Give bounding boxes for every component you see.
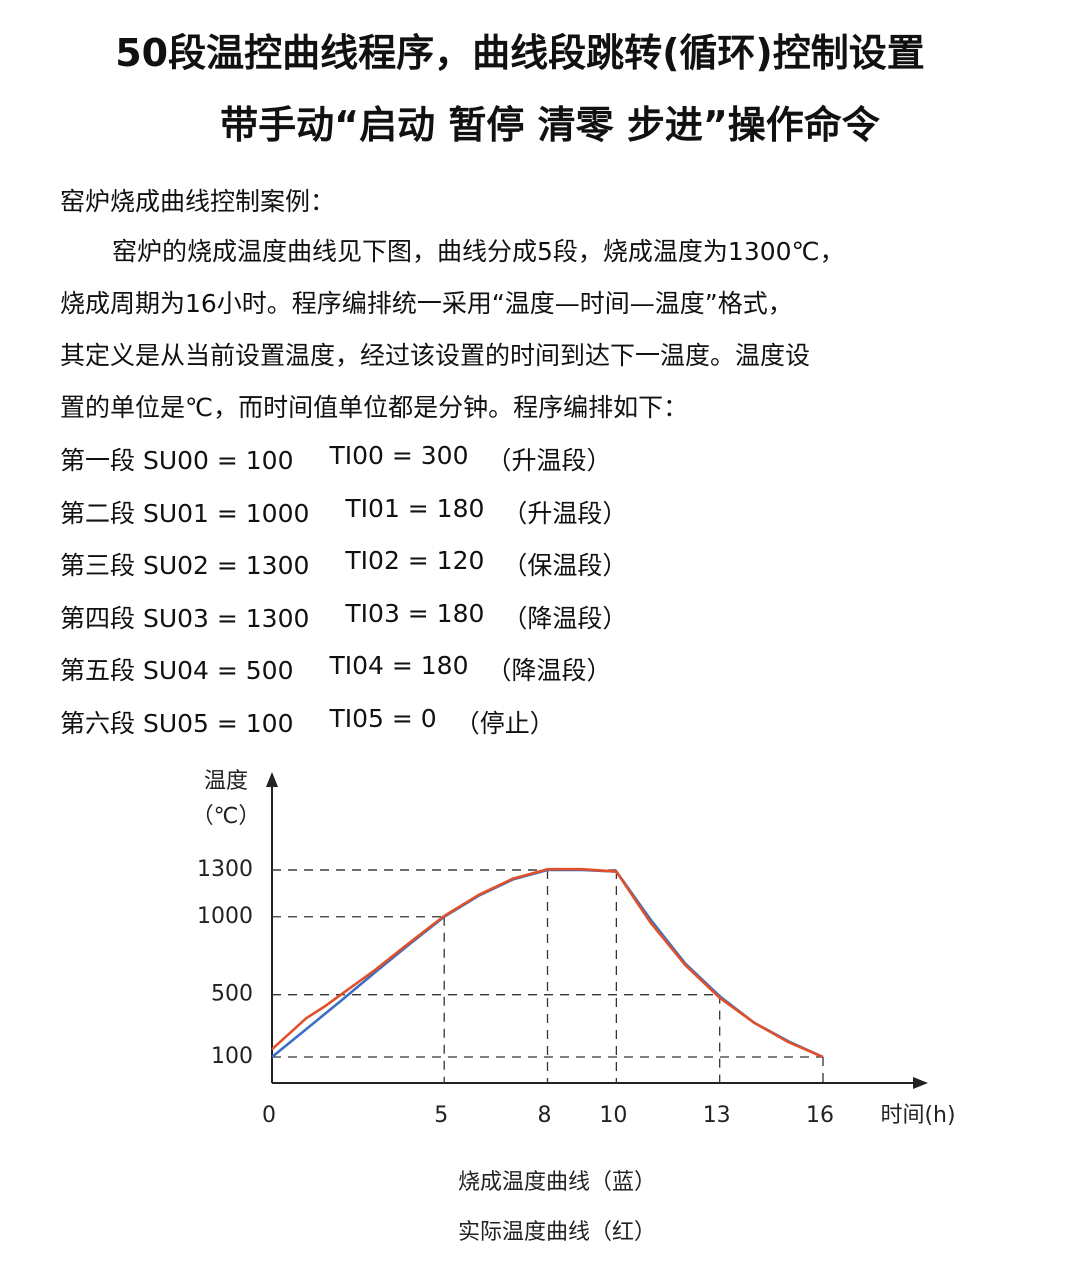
- program-cell: （停止）: [454, 708, 555, 738]
- program-cell: TI00 = 300: [329, 441, 469, 470]
- program-cell: 第一段 SU00 = 100: [60, 446, 294, 475]
- axis-title: 时间(h): [880, 1103, 955, 1128]
- x-tick-label: 0: [262, 1103, 276, 1128]
- program-cell: 第四段 SU03 = 1300: [60, 603, 310, 633]
- program-row: 第六段 SU05 = 100 TI05 = 0 （停止）: [60, 704, 555, 740]
- program-cell: 第五段 SU04 = 500: [60, 656, 294, 685]
- series-line: [271, 867, 824, 1059]
- program-cell: （升温段）: [486, 446, 612, 475]
- series-line: [271, 868, 824, 1059]
- y-tick-label: 500: [211, 982, 253, 1007]
- program-cell: TI03 = 180: [345, 598, 485, 628]
- program-cell: 第二段 SU01 = 1000: [60, 498, 310, 528]
- arrow: [913, 1077, 928, 1089]
- title: 带手动“启动 暂停 清零 步进”操作命令: [220, 103, 880, 147]
- chart: 温度 （℃） 时间(h) 100 500 1000 1300 0 5 8 10 13 16 烧成温度曲线（…: [192, 769, 956, 1245]
- title: 50段温控曲线程序，曲线段跳转(循环)控制设置: [115, 31, 925, 75]
- program-cell: 第六段 SU05 = 100: [60, 708, 294, 738]
- axis-title: （℃）: [192, 804, 261, 829]
- program-cell: TI04 = 180: [329, 651, 469, 680]
- program-cell: 第三段 SU02 = 1300: [60, 551, 310, 580]
- arrow: [266, 772, 278, 787]
- y-tick-label: 1300: [197, 857, 253, 882]
- program-row: 第一段 SU00 = 100 TI00 = 300 （升温段）: [60, 441, 612, 477]
- program-cell: （降温段）: [486, 656, 612, 685]
- x-tick-label: 10: [599, 1103, 627, 1128]
- program-row: 第三段 SU02 = 1300 TI02 = 120 （保温段）: [60, 546, 627, 582]
- program-row: 第五段 SU04 = 500 TI04 = 180 （降温段）: [60, 651, 612, 687]
- program-cell: TI05 = 0: [329, 703, 437, 733]
- x-tick-label: 13: [703, 1103, 731, 1128]
- program-cell: （降温段）: [502, 603, 628, 633]
- program-cell: （保温段）: [502, 551, 628, 580]
- axis-title: 温度: [204, 769, 248, 794]
- y-tick-label: 1000: [197, 904, 253, 929]
- program-row: 第二段 SU01 = 1000 TI01 = 180 （升温段）: [60, 494, 627, 530]
- program-cell: （升温段）: [502, 498, 628, 528]
- program-cell: TI02 = 120: [345, 546, 485, 575]
- text-line: 其定义是从当前设置温度，经过该设置的时间到达下一温度。温度设: [60, 341, 811, 370]
- y-tick-label: 100: [211, 1044, 253, 1069]
- x-tick-label: 5: [434, 1103, 448, 1128]
- x-tick-label: 8: [538, 1103, 552, 1128]
- legend-caption: 烧成温度曲线（蓝）: [458, 1170, 656, 1195]
- program-cell: TI01 = 180: [345, 493, 485, 523]
- program-row: 第四段 SU03 = 1300 TI03 = 180 （降温段）: [60, 599, 627, 635]
- text-line: 烧成周期为16小时。程序编排统一采用“温度—时间—温度”格式，: [60, 289, 793, 318]
- legend-caption: 实际温度曲线（红）: [458, 1220, 656, 1245]
- x-tick-label: 16: [806, 1103, 834, 1128]
- heading: 窑炉烧成曲线控制案例：: [60, 187, 336, 216]
- text-line: 置的单位是℃，而时间值单位都是分钟。程序编排如下：: [60, 393, 689, 422]
- text-line: 窑炉的烧成温度曲线见下图，曲线分成5段，烧成温度为1300℃，: [112, 237, 845, 266]
